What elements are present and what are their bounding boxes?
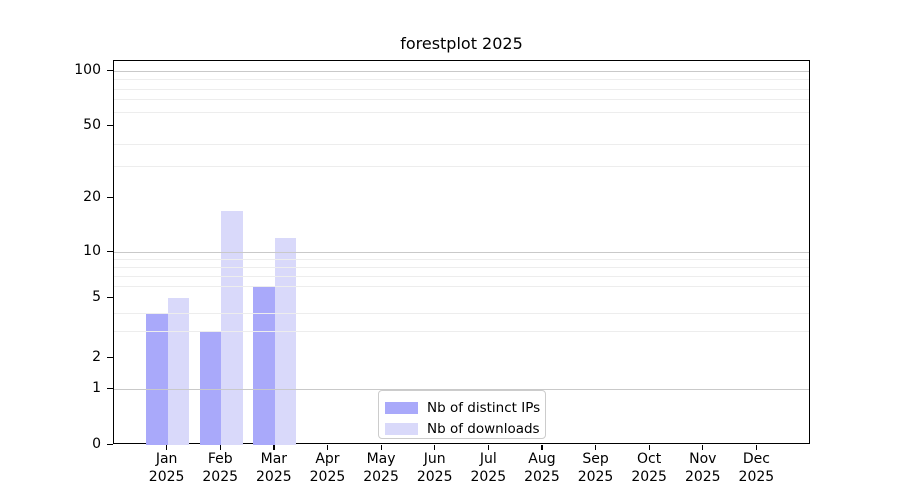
bars-layer	[114, 61, 809, 445]
y-tick-10	[107, 250, 113, 252]
y-tick-0	[107, 443, 113, 445]
x-tick-apr	[326, 445, 329, 450]
x-tick-label-oct: Oct 2025	[631, 451, 667, 485]
x-tick-jul	[487, 445, 489, 450]
x-tick-label-dec: Dec 2025	[738, 451, 775, 485]
bar-downloads-mar	[274, 237, 297, 445]
y-tick-label-10: 10	[83, 243, 101, 259]
chart-title: forestplot 2025	[400, 34, 523, 53]
x-tick-mar	[273, 445, 275, 450]
y-tick-label-50: 50	[83, 117, 101, 133]
plot-area	[113, 60, 810, 445]
x-tick-oct	[648, 445, 650, 450]
bar-downloads-feb	[221, 210, 243, 445]
y-tick-label-5: 5	[92, 289, 101, 305]
x-tick-jan	[166, 445, 168, 450]
y-tick-50	[107, 124, 113, 126]
y-tick-label-20: 20	[83, 189, 101, 205]
legend-label-distinct-ips: Nb of distinct IPs	[427, 399, 541, 416]
x-tick-label-may: May 2025	[363, 451, 399, 485]
x-tick-label-mar: Mar 2025	[256, 451, 292, 485]
legend-row-distinct-ips: Nb of distinct IPs	[385, 397, 541, 418]
legend-swatch-downloads	[385, 422, 418, 435]
legend-swatch-distinct-ips	[385, 401, 418, 414]
legend-label-downloads: Nb of downloads	[427, 420, 540, 437]
y-tick-5	[107, 296, 113, 298]
y-tick-20	[107, 196, 113, 198]
x-tick-aug	[541, 445, 543, 450]
x-tick-nov	[702, 445, 704, 450]
x-tick-may	[380, 445, 382, 450]
bar-distinct-ips-jan	[146, 312, 168, 445]
x-tick-sep	[595, 445, 597, 450]
y-tick-2	[107, 356, 113, 358]
x-tick-feb	[219, 445, 221, 450]
x-tick-label-jul: Jul 2025	[470, 451, 507, 485]
y-tick-100	[107, 69, 113, 71]
legend-row-downloads: Nb of downloads	[385, 418, 540, 439]
y-tick-1	[107, 387, 113, 389]
y-tick-label-0: 0	[92, 436, 101, 452]
y-tick-label-100: 100	[74, 62, 101, 78]
y-tick-label-2: 2	[92, 349, 101, 365]
x-tick-dec	[755, 445, 758, 450]
x-tick-label-sep: Sep 2025	[577, 451, 614, 485]
legend: Nb of distinct IPs Nb of downloads	[378, 390, 546, 439]
bar-distinct-ips-feb	[199, 331, 222, 445]
x-tick-label-jan: Jan 2025	[148, 451, 185, 485]
bar-downloads-jan	[167, 298, 190, 445]
x-tick-label-nov: Nov 2025	[684, 451, 721, 485]
x-tick-label-aug: Aug 2025	[524, 451, 560, 485]
x-tick-label-apr: Apr 2025	[309, 451, 346, 485]
y-tick-label-1: 1	[92, 380, 101, 396]
bar-distinct-ips-mar	[253, 285, 275, 445]
x-tick-label-jun: Jun 2025	[416, 451, 453, 485]
x-tick-label-feb: Feb 2025	[202, 451, 239, 485]
x-tick-jun	[434, 445, 436, 450]
